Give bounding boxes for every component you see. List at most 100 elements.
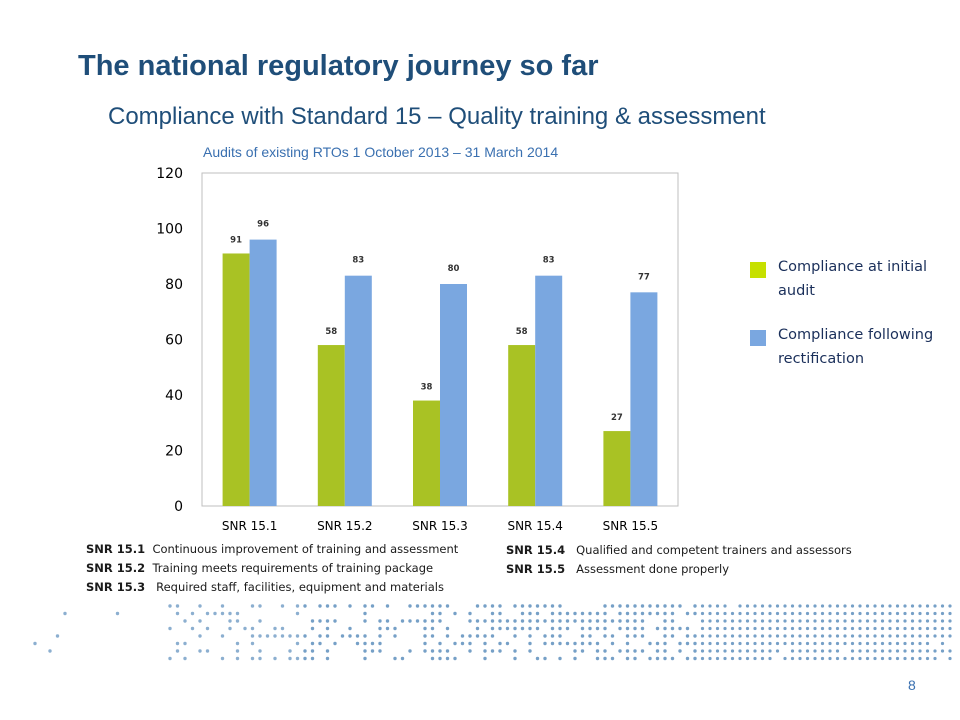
decorative-dot <box>753 656 757 661</box>
decorative-dot <box>655 626 660 631</box>
decorative-dot <box>843 604 847 608</box>
decorative-dot <box>760 634 765 638</box>
decorative-dot <box>768 619 772 623</box>
decorative-dot <box>738 641 742 646</box>
decorative-dot <box>933 656 937 661</box>
data-label: 58 <box>325 327 337 337</box>
decorative-dot <box>655 611 660 616</box>
decorative-dot <box>835 634 840 638</box>
decorative-dot <box>940 634 945 638</box>
decorative-dot <box>528 634 532 638</box>
decorative-dot <box>910 619 915 623</box>
decorative-dot <box>828 656 832 661</box>
decorative-dot <box>363 604 367 608</box>
decorative-dot <box>895 656 900 661</box>
decorative-dot <box>940 611 945 616</box>
decorative-dot <box>678 626 682 631</box>
decorative-dot <box>753 626 757 631</box>
decorative-dot <box>430 649 435 653</box>
decorative-dot <box>48 649 52 653</box>
decorative-dot <box>760 619 765 623</box>
decorative-dot <box>610 619 615 623</box>
decorative-dot <box>513 649 517 653</box>
decorative-dot <box>760 626 765 631</box>
decorative-dot <box>625 611 630 616</box>
decorative-dot <box>708 641 712 646</box>
decorative-dot <box>663 634 667 638</box>
decorative-dot <box>588 634 592 638</box>
decorative-dot <box>438 611 442 616</box>
decorative-dot <box>190 611 195 616</box>
decorative-dot <box>520 626 525 631</box>
decorative-dot <box>250 656 255 661</box>
decorative-dot <box>948 611 952 616</box>
decorative-dot <box>910 611 915 616</box>
decorative-dot <box>430 626 435 631</box>
decorative-dot <box>925 611 930 616</box>
decorative-dot <box>625 619 630 623</box>
decorative-dot <box>745 641 750 646</box>
decorative-dot <box>663 649 667 653</box>
decorative-dot <box>190 626 195 631</box>
decorative-dot <box>895 611 900 616</box>
decorative-dot <box>250 634 255 638</box>
decorative-dot <box>903 626 907 631</box>
decorative-dot <box>198 604 202 608</box>
data-label: 91 <box>230 235 242 245</box>
decorative-dot <box>453 611 457 616</box>
decorative-dot <box>820 634 825 638</box>
data-label: 83 <box>543 256 555 266</box>
decorative-dot <box>475 604 480 608</box>
decorative-dot <box>888 619 892 623</box>
decorative-dot <box>483 649 487 653</box>
decorative-dot <box>940 619 945 623</box>
decorative-dot <box>183 656 187 661</box>
decorative-dot <box>573 656 577 661</box>
decorative-dot <box>738 611 742 616</box>
decorative-dot <box>828 649 832 653</box>
decorative-dot <box>925 619 930 623</box>
decorative-dot <box>693 649 697 653</box>
decorative-dot <box>925 626 930 631</box>
decorative-dot <box>640 619 645 623</box>
decorative-dot <box>738 649 742 653</box>
decorative-dot <box>535 656 540 661</box>
decorative-dot <box>363 656 367 661</box>
decorative-dot <box>925 656 930 661</box>
decorative-dot <box>730 656 735 661</box>
decorative-dot <box>738 619 742 623</box>
decorative-dot <box>265 634 270 638</box>
decorative-dot <box>603 619 607 623</box>
decorative-dot <box>700 656 705 661</box>
decorative-dot <box>295 641 300 646</box>
decorative-dot <box>835 604 840 608</box>
decorative-dot <box>490 604 495 608</box>
decorative-dot <box>220 604 225 608</box>
decorative-dot <box>318 619 322 623</box>
legend-swatch-initial <box>750 262 766 278</box>
y-tick-label: 40 <box>165 388 183 404</box>
decorative-dot <box>198 619 202 623</box>
x-tick-label: SNR 15.5 <box>603 519 658 533</box>
decorative-dot <box>715 611 720 616</box>
decorative-dot <box>790 611 795 616</box>
decorative-dot <box>295 656 300 661</box>
decorative-dot <box>370 649 375 653</box>
decorative-dot <box>895 634 900 638</box>
decorative-dot <box>370 641 375 646</box>
definition-row: SNR 15.3 Required staff, facilities, equ… <box>86 578 458 597</box>
decorative-dot <box>603 656 607 661</box>
decorative-dot <box>948 619 952 623</box>
decorative-dot <box>813 604 817 608</box>
decorative-dot <box>460 641 465 646</box>
data-label: 58 <box>516 327 528 337</box>
decorative-dot <box>708 611 712 616</box>
decorative-dot <box>768 656 772 661</box>
decorative-dot <box>543 641 547 646</box>
decorative-dot <box>640 649 645 653</box>
decorative-dot <box>423 619 427 623</box>
bar <box>535 275 563 506</box>
decorative-dot <box>235 641 240 646</box>
definition-text: Assessment done properly <box>576 562 730 576</box>
decorative-dot <box>895 641 900 646</box>
